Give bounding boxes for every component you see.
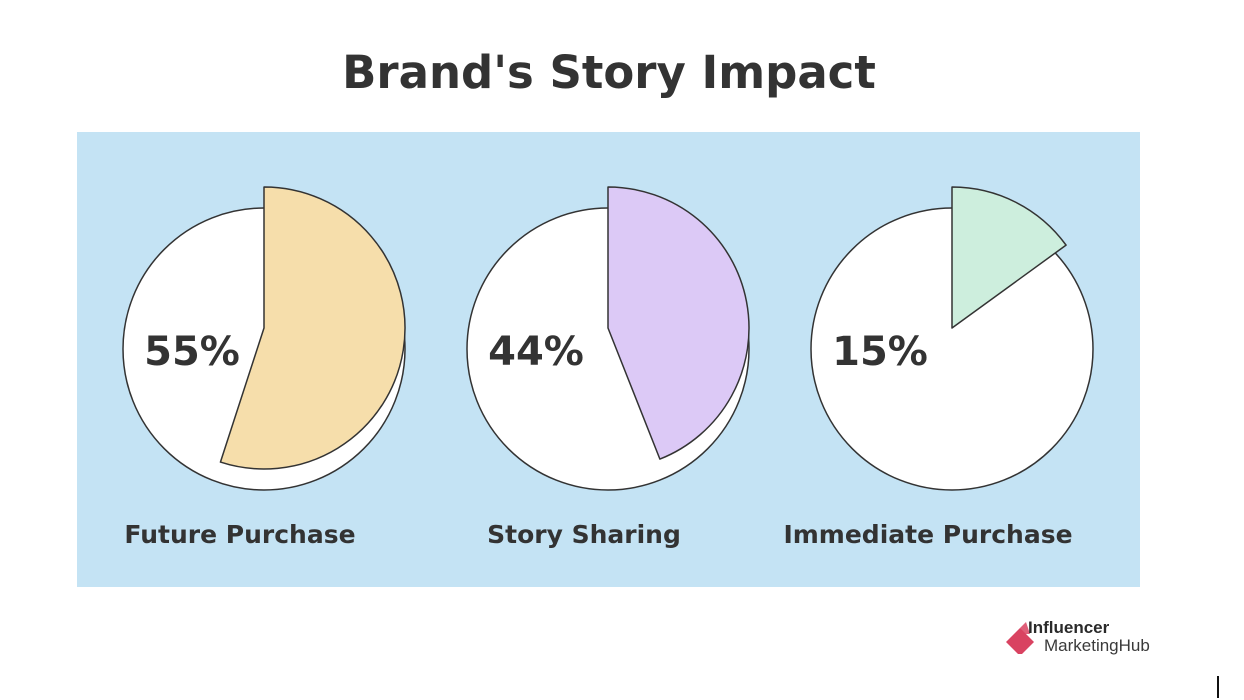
pie-slice — [219, 186, 406, 470]
influencer-marketinghub-logo: Influencer MarketingHub — [1004, 618, 1184, 662]
pie-category-label: Future Purchase — [124, 520, 355, 549]
logo-mark-icon — [1006, 622, 1034, 654]
pie-value-label: 55% — [144, 329, 240, 375]
pie-slice — [951, 186, 1067, 329]
pie-1: 55% Future Purchase — [122, 186, 406, 549]
pie-value-label: 15% — [832, 329, 928, 375]
pie-category-label: Story Sharing — [487, 520, 681, 549]
chart-title: Brand's Story Impact — [342, 46, 876, 99]
pie-2: 44% Story Sharing — [466, 186, 750, 549]
pie-value-label: 44% — [488, 329, 584, 375]
logo-text-marketinghub: MarketingHub — [1044, 636, 1150, 655]
pie-3: 15% Immediate Purchase — [783, 186, 1094, 549]
pie-slice — [607, 186, 750, 460]
logo-text-influencer: Influencer — [1028, 618, 1110, 637]
text-cursor — [1217, 676, 1219, 698]
pie-category-label: Immediate Purchase — [783, 520, 1072, 549]
